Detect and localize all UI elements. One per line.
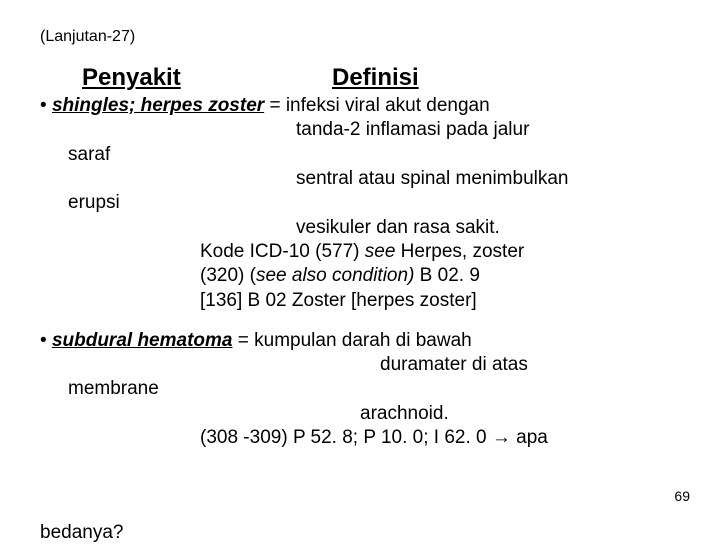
entry1-code1: Kode ICD-10 (577) see Herpes, zoster bbox=[200, 240, 680, 264]
entry2-code1: (308 -309) P 52. 8; P 10. 0; I 62. 0 → a… bbox=[200, 426, 680, 450]
entry2-def-start: = kumpulan darah di bawah bbox=[232, 330, 471, 351]
header-definisi: Definisi bbox=[332, 64, 419, 92]
entry1-code3: [136] B 02 Zoster [herpes zoster] bbox=[200, 289, 680, 313]
entry2-line1: • subdural hematoma = kumpulan darah di … bbox=[40, 329, 680, 353]
column-headers: Penyakit Definisi bbox=[40, 64, 680, 92]
entry1-line1: • shingles; herpes zoster = infeksi vira… bbox=[40, 94, 680, 118]
entry1-code1b: see bbox=[365, 241, 396, 262]
entry1-code1a: Kode ICD-10 (577) bbox=[200, 241, 365, 262]
entry2-membrane: membrane bbox=[68, 377, 680, 401]
entry1-code2b: see also condition) bbox=[256, 265, 414, 286]
entry1-saraf: saraf bbox=[68, 143, 680, 167]
entry1-def-start: = infeksi viral akut dengan bbox=[264, 95, 490, 116]
entry1-code1c: Herpes, zoster bbox=[395, 241, 524, 262]
entry1-code2a: (320) ( bbox=[200, 265, 256, 286]
entry1-erupsi: erupsi bbox=[68, 191, 680, 215]
continuation-label: (Lanjutan-27) bbox=[40, 28, 680, 46]
content-body: • shingles; herpes zoster = infeksi vira… bbox=[40, 94, 680, 450]
entry1-line3: sentral atau spinal menimbulkan bbox=[296, 167, 680, 191]
entry2-bedanya: bedanya? bbox=[40, 522, 123, 544]
page-number: 69 bbox=[674, 488, 690, 504]
entry1-term: shingles; herpes zoster bbox=[52, 95, 264, 116]
entry2-line3: arachnoid. bbox=[360, 402, 680, 426]
entry2-term: subdural hematoma bbox=[52, 330, 233, 351]
entry1-code2: (320) (see also condition) B 02. 9 bbox=[200, 264, 680, 288]
bullet-dot-2: • bbox=[40, 330, 52, 351]
entry1-line2: tanda-2 inflamasi pada jalur bbox=[296, 118, 680, 142]
bullet-dot: • bbox=[40, 95, 52, 116]
header-penyakit: Penyakit bbox=[82, 64, 332, 92]
entry2-line2: duramater di atas bbox=[380, 353, 680, 377]
entry1-line4: vesikuler dan rasa sakit. bbox=[296, 216, 680, 240]
entry1-code2c: B 02. 9 bbox=[414, 265, 480, 286]
